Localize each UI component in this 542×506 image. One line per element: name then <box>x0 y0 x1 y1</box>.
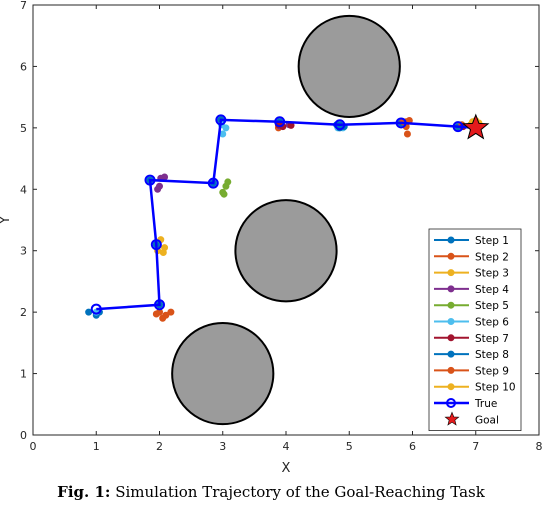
x-tick-label: 8 <box>536 440 542 453</box>
y-tick-label: 0 <box>20 429 27 442</box>
legend-label: Step 4 <box>475 284 509 296</box>
y-axis: 0 1 2 3 4 5 6 7 <box>20 0 539 442</box>
legend-label: Step 6 <box>475 317 509 329</box>
legend-entry: Step 7 <box>434 333 509 345</box>
obstacle-circle-2 <box>234 199 338 303</box>
true-path-marker <box>334 119 346 131</box>
legend-marker <box>447 334 455 342</box>
x-axis: 0 1 2 3 4 5 6 7 8 <box>30 5 542 453</box>
obstacles <box>171 14 401 426</box>
legend-entry: Step 10 <box>434 382 516 394</box>
x-tick-label: 1 <box>93 440 100 453</box>
legend-label: Step 3 <box>475 268 509 280</box>
legend-box <box>428 228 522 432</box>
x-tick-label: 0 <box>30 440 37 453</box>
x-tick-label: 4 <box>283 440 290 453</box>
legend-entry: Step 4 <box>434 284 509 296</box>
legend-label: Step 1 <box>475 235 509 247</box>
legend-entry: Step 6 <box>434 317 509 329</box>
obstacle-circle-3 <box>171 321 275 426</box>
x-tick-label: 6 <box>409 440 416 453</box>
legend-marker <box>447 318 455 325</box>
true-path-marker <box>150 239 162 251</box>
true-path-marker <box>90 303 102 315</box>
legend-label: Step 10 <box>475 382 516 394</box>
legend-label: Goal <box>475 414 499 426</box>
x-tick-label: 3 <box>219 440 226 453</box>
true-path-marker <box>274 116 286 128</box>
true-path-marker <box>395 117 407 129</box>
legend-entry: Step 1 <box>434 235 509 247</box>
step-2-point <box>159 314 167 322</box>
obstacle-circle-1 <box>297 14 401 119</box>
true-path-marker <box>452 121 464 133</box>
goal-layer <box>462 113 490 140</box>
y-tick-label: 4 <box>20 183 27 196</box>
legend-label: Step 8 <box>475 349 509 361</box>
legend-marker <box>447 285 455 293</box>
legend-entry: Step 5 <box>434 300 509 312</box>
legend-label: Step 2 <box>475 251 509 263</box>
legend-entry: Step 9 <box>434 365 509 377</box>
y-axis-label: Y <box>0 216 13 225</box>
step-4-point <box>161 173 169 181</box>
y-tick-label: 5 <box>20 122 27 135</box>
step-3-point <box>159 249 167 257</box>
true-path-marker <box>215 114 227 126</box>
step-2-point <box>167 308 175 316</box>
true-path-marker <box>154 299 165 311</box>
y-tick-label: 6 <box>20 60 27 73</box>
x-tick-label: 2 <box>156 440 163 453</box>
legend-entry: Step 8 <box>434 349 509 361</box>
legend-entry: Goal <box>444 411 499 426</box>
legend-marker <box>447 301 455 309</box>
legend-marker <box>446 398 456 408</box>
y-tick-label: 3 <box>20 245 27 258</box>
legend-label: Step 7 <box>475 333 509 345</box>
legend-entry: True <box>434 398 497 410</box>
legend-marker <box>447 269 455 277</box>
caption-text: Simulation Trajectory of the Goal-Reachi… <box>115 483 485 501</box>
series-step-5 <box>219 178 232 198</box>
x-tick-label: 7 <box>472 440 479 453</box>
caption-label: Fig. 1: <box>57 483 111 501</box>
true-path-line <box>96 118 476 311</box>
legend-marker <box>447 350 455 358</box>
step-2-point <box>403 130 411 138</box>
legend-entry: Step 2 <box>434 251 509 263</box>
step-5-point <box>220 190 228 198</box>
y-tick-label: 2 <box>20 306 27 319</box>
legend-marker <box>447 252 455 260</box>
step-5-point <box>224 178 232 186</box>
y-tick-label: 7 <box>20 0 27 12</box>
legend-label: True <box>474 398 497 410</box>
legend-goal-star <box>444 411 460 426</box>
legend-entry: Step 3 <box>434 268 509 280</box>
goal-star-marker <box>462 113 490 140</box>
y-tick-label: 1 <box>20 368 27 381</box>
step-1-point <box>85 308 93 316</box>
legend-marker <box>447 366 455 374</box>
true-path-marker <box>144 174 156 186</box>
x-axis-label: X <box>282 461 291 476</box>
legend-marker <box>447 236 455 244</box>
step-4-point <box>156 182 163 190</box>
legend-label: Step 5 <box>475 300 509 312</box>
step-2-point <box>152 310 160 318</box>
legend-marker <box>447 383 455 391</box>
legend: Step 1 Step 2 Step 3 Step 4 Step 5 Step 6 Step… <box>428 228 522 432</box>
legend-label: Step 9 <box>475 365 509 377</box>
true-path-marker <box>207 177 219 189</box>
x-tick-label: 5 <box>346 440 353 453</box>
figure-caption: Fig. 1: Simulation Trajectory of the Goa… <box>0 483 542 501</box>
